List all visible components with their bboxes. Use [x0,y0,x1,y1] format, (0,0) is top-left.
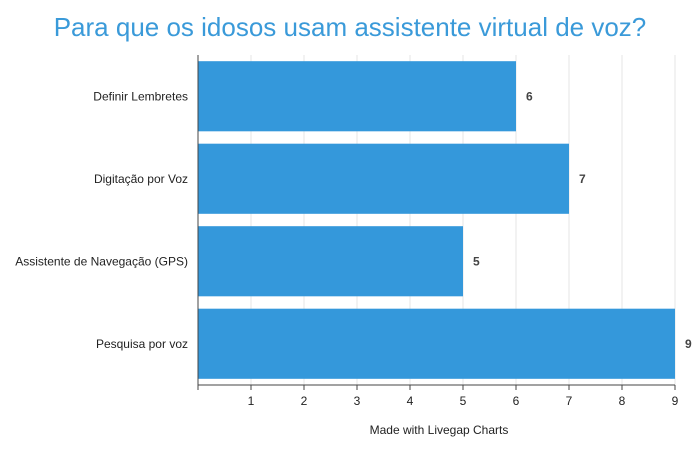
category-label: Assistente de Navegação (GPS) [15,254,188,268]
category-label: Pesquisa por voz [96,337,188,351]
data-label: 7 [579,172,586,186]
x-tick-label: 7 [566,394,573,408]
x-tick-label: 5 [460,394,467,408]
x-tick-label: 8 [619,394,626,408]
x-tick-label: 6 [513,394,520,408]
bar [198,61,516,132]
chart-title: Para que os idosos usam assistente virtu… [53,12,647,42]
x-tick-label: 3 [354,394,361,408]
bars [198,61,675,379]
bar [198,143,569,214]
data-label: 9 [685,337,692,351]
x-tick-label: 9 [672,394,679,408]
bar [198,226,463,297]
data-label: 5 [473,254,480,268]
bar [198,308,675,379]
x-tick-label: 1 [248,394,255,408]
category-label: Digitação por Voz [94,172,188,186]
x-tick-label: 2 [301,394,308,408]
x-tick-label: 4 [407,394,414,408]
labels: 1 2 3 4 5 6 7 8 9 Definir Lembretes 6 Digitação por… [15,89,692,408]
footer-credit: Made with Livegap Charts [370,423,509,437]
data-label: 6 [526,89,533,103]
category-label: Definir Lembretes [93,89,188,103]
axes [197,55,676,390]
